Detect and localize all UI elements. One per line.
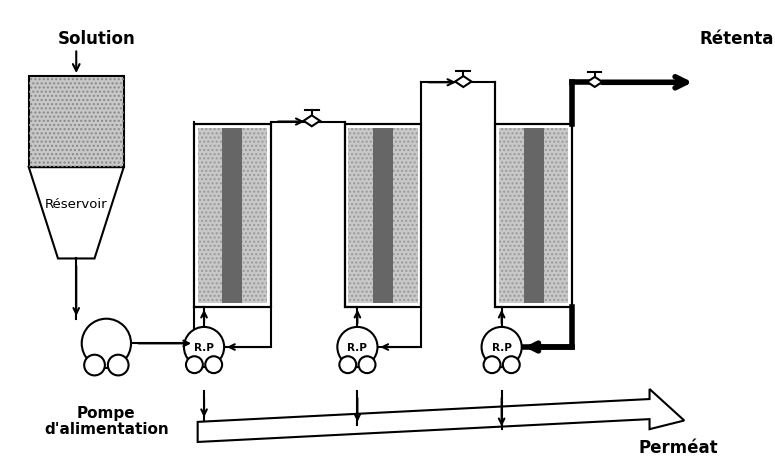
Circle shape: [359, 357, 376, 373]
Bar: [194, 125, 270, 307]
Bar: [495, 125, 572, 307]
Circle shape: [337, 327, 377, 367]
Circle shape: [205, 357, 222, 373]
Text: R.P: R.P: [491, 342, 512, 352]
Text: Rétenta: Rétenta: [700, 30, 774, 48]
Circle shape: [484, 357, 501, 373]
Bar: [198, 129, 267, 304]
Bar: [222, 129, 243, 304]
Bar: [345, 125, 422, 307]
Circle shape: [339, 357, 356, 373]
Circle shape: [81, 319, 131, 368]
Bar: [198, 129, 267, 304]
Bar: [29, 77, 124, 168]
Bar: [373, 129, 393, 304]
Circle shape: [481, 327, 522, 367]
Text: Perméat: Perméat: [639, 438, 718, 456]
Bar: [348, 129, 418, 304]
Bar: [345, 125, 422, 307]
Circle shape: [184, 327, 224, 367]
Polygon shape: [29, 168, 124, 259]
Text: Pompe: Pompe: [77, 405, 136, 420]
Bar: [499, 129, 568, 304]
Circle shape: [108, 355, 129, 376]
Text: Solution: Solution: [58, 30, 136, 48]
Text: R.P: R.P: [347, 342, 367, 352]
Bar: [29, 77, 124, 168]
Text: Réservoir: Réservoir: [45, 198, 108, 211]
Polygon shape: [455, 77, 471, 88]
Bar: [495, 125, 572, 307]
Polygon shape: [304, 116, 320, 127]
Bar: [499, 129, 568, 304]
Polygon shape: [198, 389, 684, 442]
Polygon shape: [587, 78, 602, 88]
Bar: [524, 129, 543, 304]
Circle shape: [503, 357, 520, 373]
Text: R.P: R.P: [194, 342, 214, 352]
Bar: [348, 129, 418, 304]
Bar: [194, 125, 270, 307]
Text: d'alimentation: d'alimentation: [44, 421, 169, 436]
Circle shape: [84, 355, 105, 376]
Circle shape: [186, 357, 203, 373]
